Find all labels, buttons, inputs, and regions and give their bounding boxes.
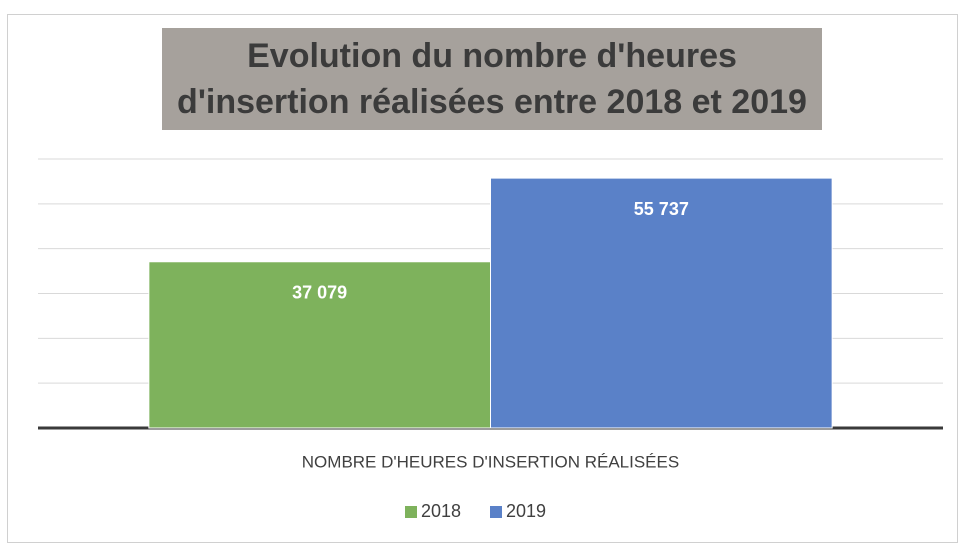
legend-label: 2018 bbox=[421, 501, 461, 521]
chart-title: Evolution du nombre d'heures d'insertion… bbox=[162, 28, 822, 130]
bar bbox=[490, 177, 833, 429]
x-tick-label: NOMBRE D'HEURES D'INSERTION RÉALISÉES bbox=[302, 452, 679, 471]
bar bbox=[148, 261, 492, 429]
legend-swatch bbox=[405, 506, 417, 518]
legend-swatch bbox=[490, 506, 502, 518]
data-label: 37 079 bbox=[292, 283, 347, 303]
data-label: 55 737 bbox=[634, 199, 689, 219]
legend-label: 2019 bbox=[506, 501, 546, 521]
